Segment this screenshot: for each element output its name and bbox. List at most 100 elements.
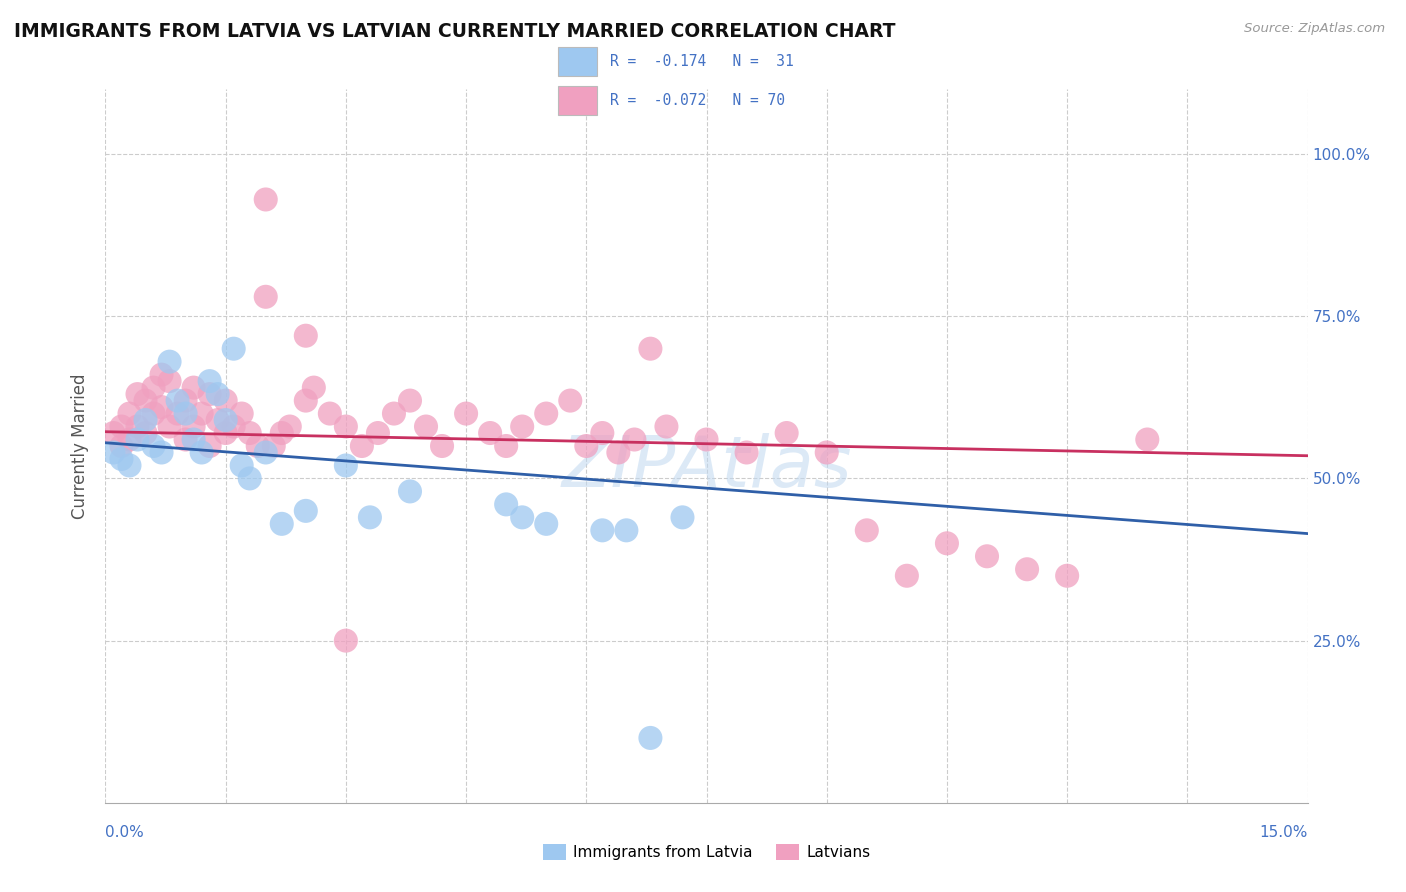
Point bbox=[855, 524, 877, 538]
Text: R =  -0.174   N =  31: R = -0.174 N = 31 bbox=[610, 54, 794, 69]
Point bbox=[270, 516, 292, 531]
Point bbox=[118, 433, 141, 447]
Point bbox=[335, 419, 357, 434]
Point bbox=[214, 425, 236, 440]
Point bbox=[254, 445, 277, 459]
Point bbox=[655, 419, 678, 434]
Point bbox=[150, 368, 173, 382]
Point bbox=[640, 731, 662, 745]
Point bbox=[142, 407, 165, 421]
Point bbox=[103, 425, 125, 440]
Point bbox=[335, 633, 357, 648]
Point bbox=[127, 433, 149, 447]
Point bbox=[415, 419, 437, 434]
Point bbox=[231, 407, 253, 421]
Point bbox=[616, 524, 638, 538]
Bar bbox=[558, 87, 598, 115]
Point bbox=[815, 445, 838, 459]
Point bbox=[118, 458, 141, 473]
Point bbox=[222, 419, 245, 434]
Point bbox=[263, 439, 285, 453]
Point bbox=[118, 407, 141, 421]
Point bbox=[110, 439, 132, 453]
Text: 15.0%: 15.0% bbox=[1260, 825, 1308, 840]
Point bbox=[183, 381, 205, 395]
Point bbox=[295, 504, 318, 518]
Point bbox=[495, 439, 517, 453]
Point bbox=[222, 342, 245, 356]
Point bbox=[174, 393, 197, 408]
Point bbox=[936, 536, 959, 550]
Point bbox=[174, 433, 197, 447]
Point bbox=[214, 413, 236, 427]
Text: IMMIGRANTS FROM LATVIA VS LATVIAN CURRENTLY MARRIED CORRELATION CHART: IMMIGRANTS FROM LATVIA VS LATVIAN CURREN… bbox=[14, 22, 896, 41]
Point bbox=[150, 445, 173, 459]
Point bbox=[198, 374, 221, 388]
Bar bbox=[558, 47, 598, 76]
Point bbox=[254, 193, 277, 207]
Point bbox=[510, 419, 533, 434]
Point bbox=[246, 439, 269, 453]
Point bbox=[607, 445, 630, 459]
Point bbox=[166, 393, 188, 408]
Point bbox=[430, 439, 453, 453]
Point bbox=[239, 425, 262, 440]
Point bbox=[183, 419, 205, 434]
Point bbox=[302, 381, 325, 395]
Point bbox=[198, 387, 221, 401]
Point bbox=[640, 342, 662, 356]
Point bbox=[270, 425, 292, 440]
Point bbox=[1017, 562, 1039, 576]
Legend: Immigrants from Latvia, Latvians: Immigrants from Latvia, Latvians bbox=[537, 838, 876, 866]
Point bbox=[150, 400, 173, 414]
Point bbox=[359, 510, 381, 524]
Point bbox=[295, 393, 318, 408]
Point bbox=[159, 374, 181, 388]
Point bbox=[142, 381, 165, 395]
Point bbox=[591, 425, 613, 440]
Point bbox=[174, 407, 197, 421]
Point bbox=[110, 419, 132, 434]
Point bbox=[110, 452, 132, 467]
Point bbox=[623, 433, 645, 447]
Point bbox=[207, 413, 229, 427]
Text: R =  -0.072   N = 70: R = -0.072 N = 70 bbox=[610, 94, 785, 108]
Point bbox=[1136, 433, 1159, 447]
Text: Source: ZipAtlas.com: Source: ZipAtlas.com bbox=[1244, 22, 1385, 36]
Point bbox=[350, 439, 373, 453]
Point bbox=[231, 458, 253, 473]
Point bbox=[135, 393, 157, 408]
Point bbox=[135, 413, 157, 427]
Point bbox=[534, 516, 557, 531]
Point bbox=[575, 439, 598, 453]
Point bbox=[776, 425, 799, 440]
Point bbox=[319, 407, 342, 421]
Point bbox=[135, 425, 157, 440]
Point bbox=[382, 407, 405, 421]
Point bbox=[254, 290, 277, 304]
Point bbox=[207, 387, 229, 401]
Point bbox=[190, 445, 212, 459]
Y-axis label: Currently Married: Currently Married bbox=[72, 373, 90, 519]
Point bbox=[534, 407, 557, 421]
Point bbox=[399, 484, 422, 499]
Point bbox=[214, 393, 236, 408]
Point bbox=[735, 445, 758, 459]
Point bbox=[335, 458, 357, 473]
Point bbox=[896, 568, 918, 582]
Point bbox=[671, 510, 693, 524]
Point bbox=[127, 387, 149, 401]
Point bbox=[510, 510, 533, 524]
Point bbox=[495, 497, 517, 511]
Point bbox=[127, 419, 149, 434]
Point bbox=[976, 549, 998, 564]
Point bbox=[142, 439, 165, 453]
Text: ZIPAtlas: ZIPAtlas bbox=[561, 433, 852, 502]
Point bbox=[239, 471, 262, 485]
Point bbox=[159, 419, 181, 434]
Point bbox=[560, 393, 582, 408]
Point bbox=[166, 407, 188, 421]
Point bbox=[1056, 568, 1078, 582]
Point bbox=[183, 433, 205, 447]
Point bbox=[479, 425, 502, 440]
